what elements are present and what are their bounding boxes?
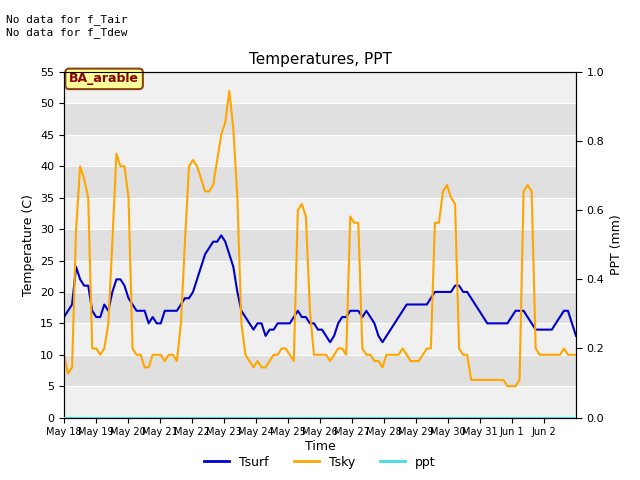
Bar	[64, 198, 576, 229]
Y-axis label: Temperature (C): Temperature (C)	[22, 194, 35, 296]
Bar	[64, 166, 576, 198]
Bar	[64, 229, 576, 261]
Text: No data for f_Tair
No data for f_Tdew: No data for f_Tair No data for f_Tdew	[6, 14, 128, 38]
X-axis label: Time: Time	[305, 440, 335, 453]
Text: BA_arable: BA_arable	[69, 72, 139, 85]
Legend: Tsurf, Tsky, ppt: Tsurf, Tsky, ppt	[199, 451, 441, 474]
Bar	[64, 261, 576, 292]
Bar	[64, 292, 576, 324]
Bar	[64, 135, 576, 166]
Bar	[64, 324, 576, 355]
Title: Temperatures, PPT: Temperatures, PPT	[248, 52, 392, 67]
Bar	[64, 103, 576, 135]
Y-axis label: PPT (mm): PPT (mm)	[610, 215, 623, 275]
Bar	[64, 72, 576, 103]
Bar	[64, 355, 576, 386]
Bar	[64, 386, 576, 418]
